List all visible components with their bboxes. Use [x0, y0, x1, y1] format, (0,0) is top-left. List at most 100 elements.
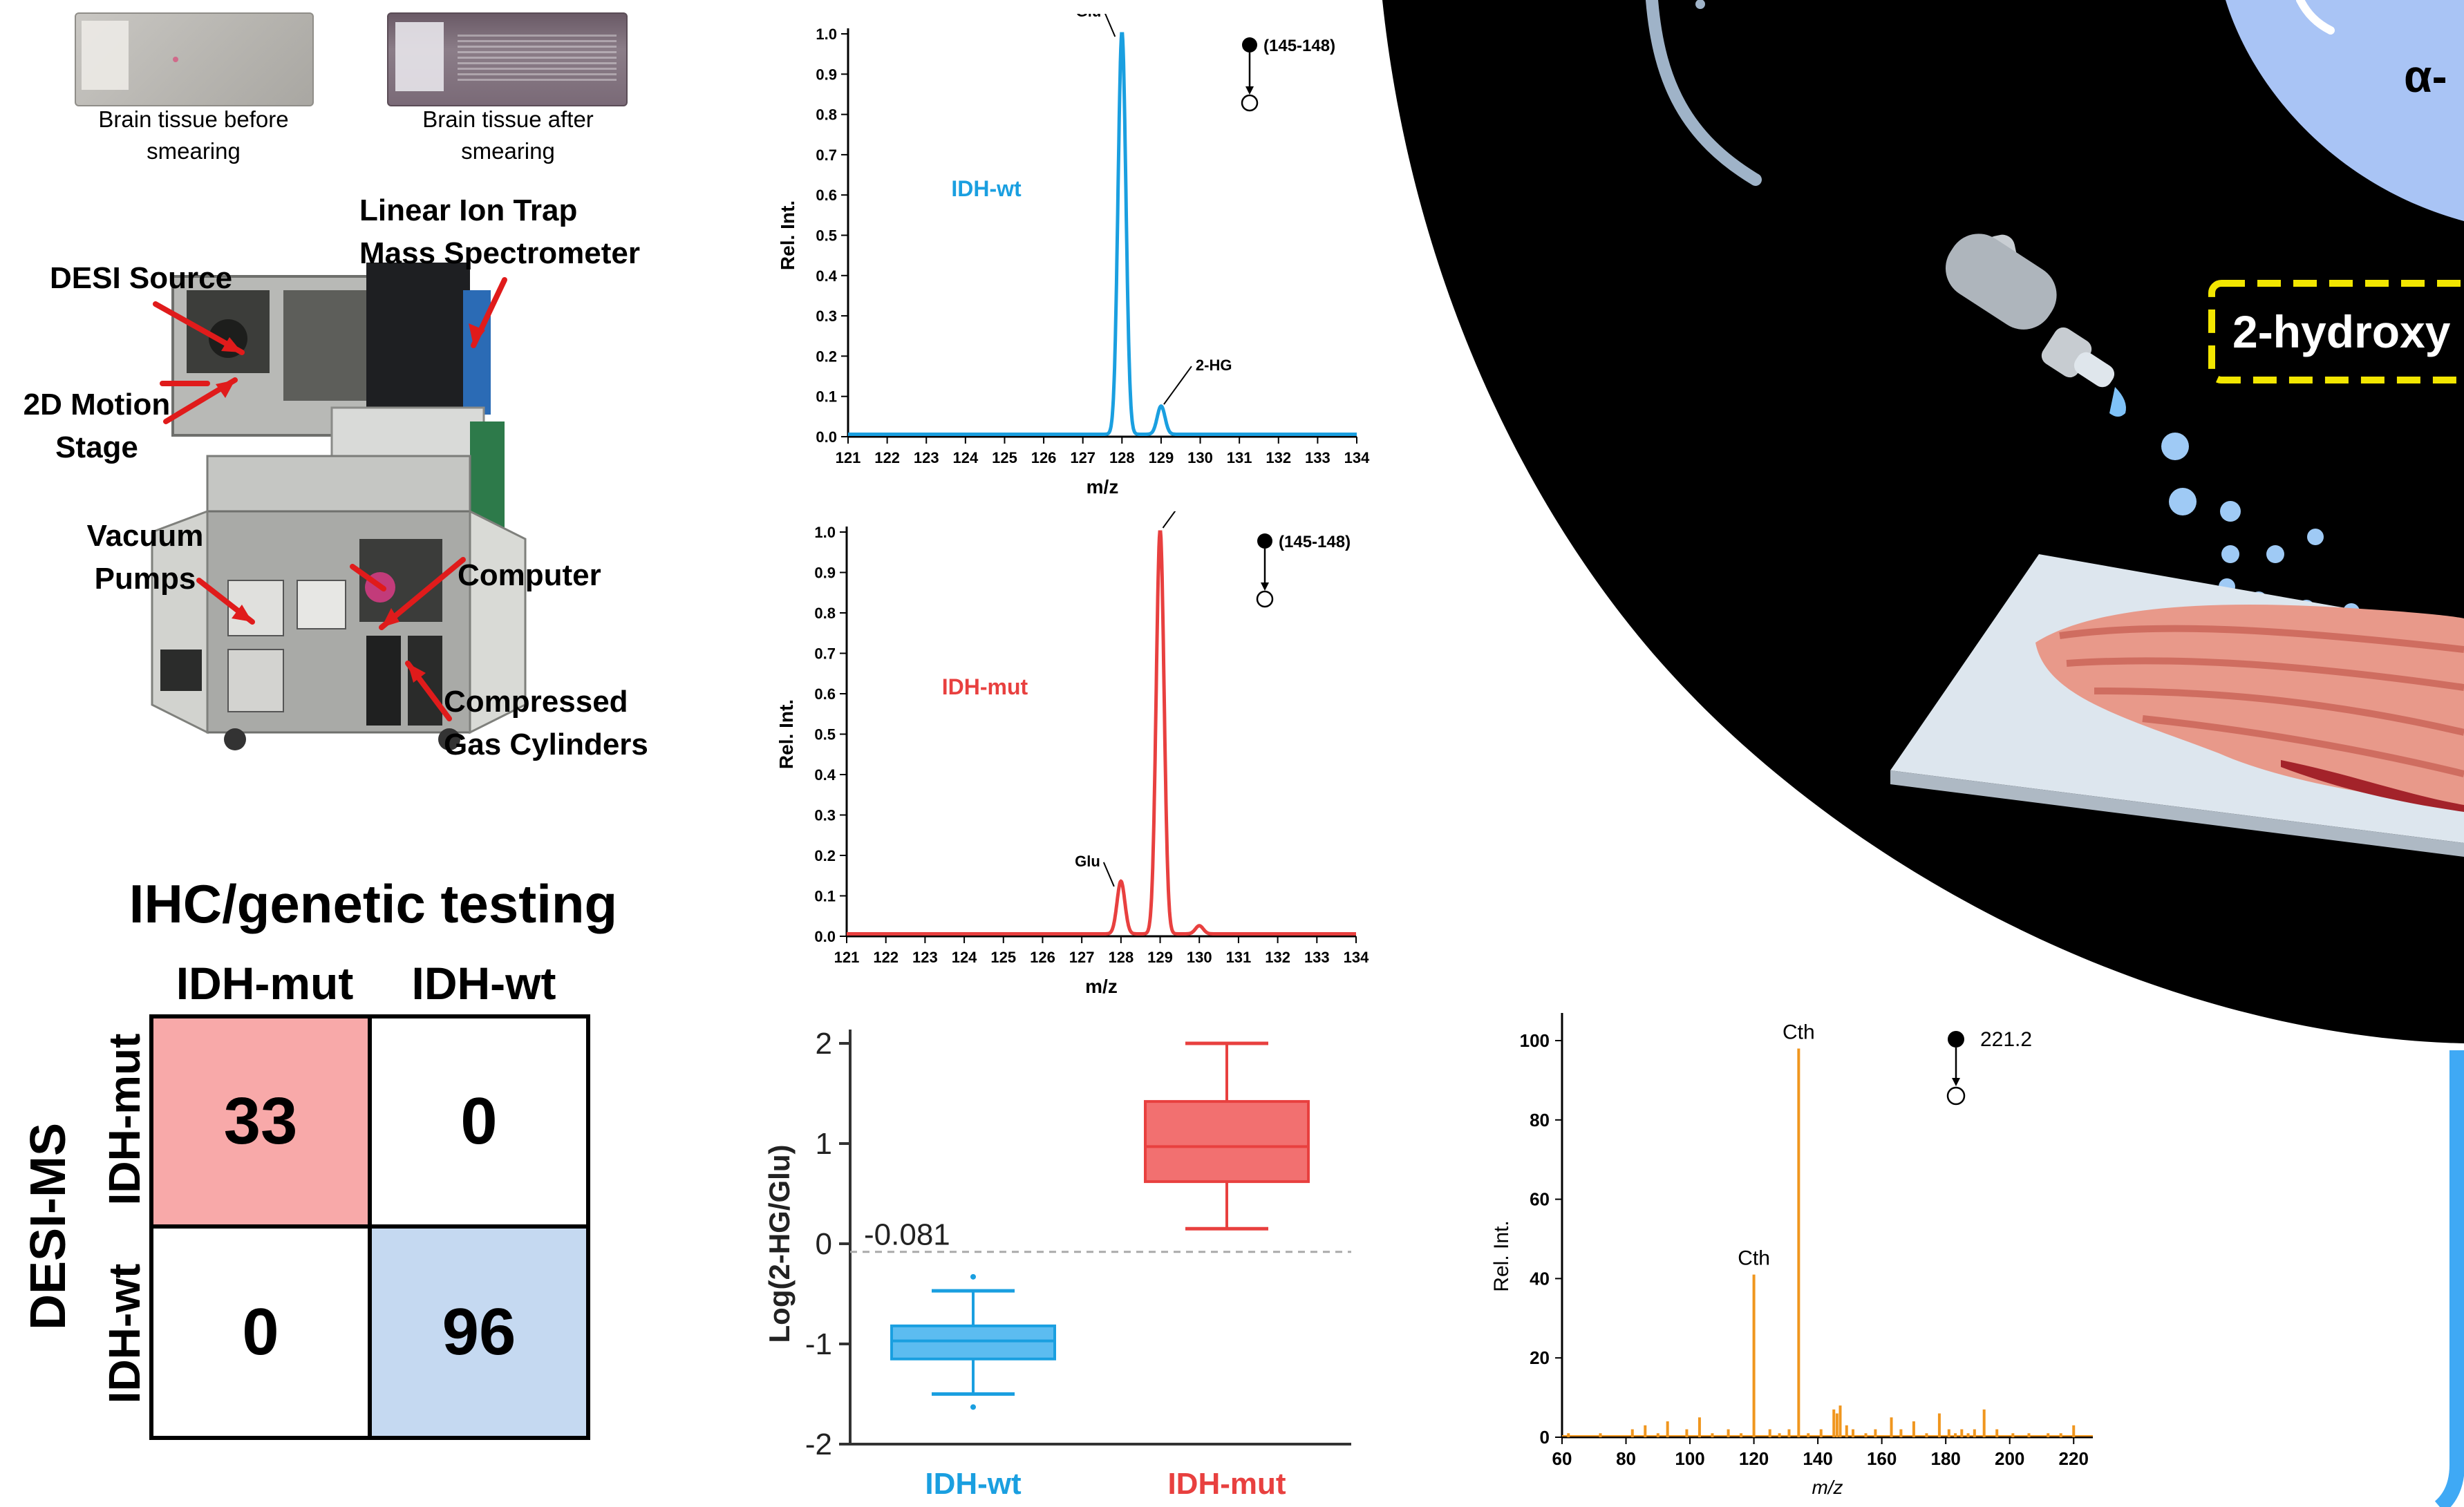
- x-tick-label: 140: [1803, 1448, 1832, 1469]
- alpha-label: α-: [2404, 50, 2447, 102]
- cell-mut-mut: 33: [149, 1014, 372, 1229]
- y-axis-title: Log(2-HG/Glu): [763, 1145, 796, 1343]
- y-tick-label: 40: [1530, 1268, 1550, 1289]
- y-tick-label: 0.0: [814, 928, 836, 945]
- transition-arrowhead: [1261, 582, 1269, 591]
- x-tick-label: 122: [874, 449, 900, 466]
- x-tick-label: 126: [1030, 949, 1055, 966]
- peak-annotation: Glu: [1076, 14, 1102, 20]
- category-label: IDH-wt: [925, 1467, 1022, 1501]
- annotation-leader: [1102, 862, 1115, 887]
- y-tick-label: 0.6: [816, 187, 837, 204]
- peak-annotation: Cth: [1738, 1247, 1770, 1270]
- y-axis-title: Rel. Int.: [777, 200, 798, 270]
- log-ratio-boxplot: -2 -1 0 1 2 Log(2-HG/Glu) -0.081 IDH-wt IDH-mut: [763, 1027, 1351, 1501]
- cell-wt-mut: 0: [149, 1224, 372, 1440]
- outlier-point: [970, 1404, 976, 1410]
- y-tick-label: 0.2: [816, 348, 837, 365]
- y-tick-label: 0.7: [816, 146, 837, 164]
- peak-annotation: 2-HG: [1196, 357, 1232, 374]
- x-tick-label: 123: [914, 449, 939, 466]
- y-tick-label: 100: [1520, 1030, 1550, 1051]
- x-tick-label: 80: [1616, 1448, 1636, 1469]
- category-label: IDH-mut: [1167, 1467, 1286, 1501]
- box-iqr: [1144, 1100, 1310, 1184]
- y-tick-label: 0.4: [814, 766, 836, 784]
- y-tick-label: 0.9: [814, 565, 836, 582]
- col-header-idh-wt: IDH-wt: [411, 958, 556, 1009]
- y-tick-label: 60: [1530, 1189, 1550, 1210]
- y-tick-label: 0.0: [816, 428, 837, 446]
- computer-label: Computer: [458, 558, 601, 592]
- x-tick-label: 131: [1226, 949, 1252, 966]
- y-tick-label: 0.3: [816, 307, 837, 325]
- y-tick-label: 0.8: [816, 106, 837, 124]
- annotation-leader: [1104, 14, 1116, 37]
- linear-ion-trap-label: Linear Ion Trap Mass Spectrometer: [359, 193, 640, 270]
- x-tick-label: 122: [873, 949, 899, 966]
- x-axis-title: m/z: [1085, 976, 1118, 997]
- x-tick-label: 220: [2059, 1448, 2089, 1469]
- y-tick-label: 0.5: [814, 726, 836, 743]
- series-label: IDH-wt: [951, 176, 1022, 201]
- x-axis-title: m/z: [1812, 1477, 1843, 1498]
- transition-label: (145-148): [1263, 37, 1335, 55]
- row-group-desi-ms: DESI-MS: [21, 1122, 76, 1331]
- x-tick-label: 125: [990, 949, 1016, 966]
- after-caption-line1: Brain tissue after: [422, 106, 594, 132]
- peak-annotation: Cth: [1783, 1021, 1815, 1043]
- y-tick-label: 20: [1530, 1347, 1550, 1368]
- transition-label: (145-148): [1279, 533, 1351, 551]
- x-tick-label: 128: [1108, 949, 1134, 966]
- x-tick-label: 129: [1149, 449, 1174, 466]
- brain-tissue-before-photo: [75, 12, 314, 106]
- precursor-dot: [1948, 1031, 1964, 1048]
- x-tick-label: 121: [834, 949, 860, 966]
- transition-arrowhead: [1245, 86, 1254, 95]
- y-tick-label: 0: [816, 1227, 832, 1261]
- y-tick-label: 0.8: [814, 605, 836, 622]
- spectrum-line: [847, 530, 1356, 936]
- spectrum-line: [848, 32, 1357, 436]
- x-tick-label: 134: [1344, 449, 1370, 466]
- brain-tissue-after-photo: [387, 12, 628, 106]
- y-tick-label: 80: [1530, 1110, 1550, 1130]
- x-tick-label: 133: [1305, 449, 1330, 466]
- y-tick-label: 1.0: [816, 26, 837, 43]
- y-tick-label: 0.1: [816, 388, 837, 406]
- y-tick-label: -1: [805, 1327, 832, 1361]
- outlier-point: [970, 1273, 976, 1280]
- x-tick-label: 129: [1147, 949, 1173, 966]
- x-axis-title: m/z: [1087, 476, 1119, 497]
- x-tick-label: 121: [836, 449, 861, 466]
- y-tick-label: 2: [816, 1027, 832, 1061]
- y-tick-label: 0.5: [816, 227, 837, 245]
- x-tick-label: 60: [1552, 1448, 1572, 1469]
- desi-ms-instrument-photo: [151, 263, 527, 750]
- col-header-idh-mut: IDH-mut: [176, 958, 354, 1009]
- y-tick-label: 1: [816, 1127, 832, 1161]
- product-dot: [1256, 590, 1274, 608]
- before-caption-line2: smearing: [147, 138, 241, 164]
- y-tick-label: 0.6: [814, 685, 836, 703]
- y-tick-label: 0: [1540, 1427, 1550, 1448]
- y-tick-label: 0.4: [816, 267, 837, 285]
- x-tick-label: 200: [1995, 1448, 2024, 1469]
- x-tick-label: 131: [1227, 449, 1252, 466]
- x-tick-label: 125: [992, 449, 1017, 466]
- y-tick-label: 0.1: [814, 888, 836, 905]
- x-tick-label: 127: [1069, 949, 1095, 966]
- motion-stage-label: 2D Motion Stage: [23, 388, 171, 464]
- vacuum-pumps-label: Vacuum Pumps: [86, 519, 204, 596]
- series-label: IDH-mut: [942, 674, 1028, 699]
- product-dot: [1241, 94, 1259, 112]
- peak-annotation: Glu: [1075, 853, 1100, 870]
- threshold-label: -0.081: [864, 1218, 950, 1252]
- y-tick-label: -2: [805, 1428, 832, 1461]
- x-tick-label: 120: [1739, 1448, 1769, 1469]
- x-tick-label: 127: [1070, 449, 1095, 466]
- annotation-leader: [1163, 366, 1192, 405]
- idh-mut-spectrum-chart: 0.0 0.1 0.2 0.3 0.4 0.5 0.6 0.7 0.8 0.9 1.0 121 122 1…: [775, 511, 1369, 997]
- x-tick-label: 124: [952, 949, 977, 966]
- desi-schematic: [1382, 0, 2464, 1507]
